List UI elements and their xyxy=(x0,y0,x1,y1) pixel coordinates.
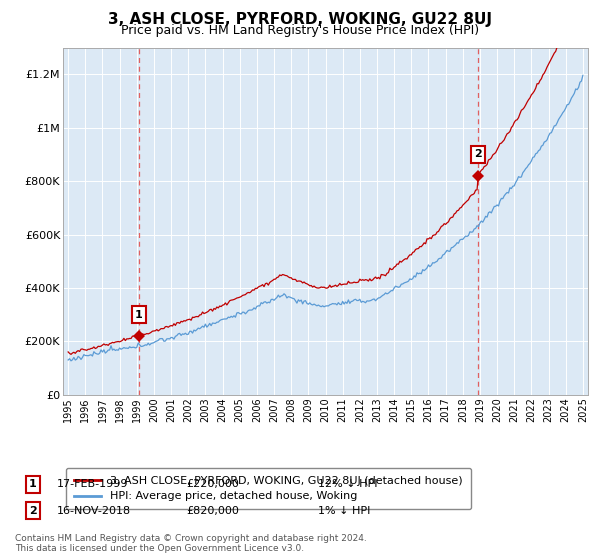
Text: 12% ↓ HPI: 12% ↓ HPI xyxy=(318,479,377,489)
Text: 3, ASH CLOSE, PYRFORD, WOKING, GU22 8UJ: 3, ASH CLOSE, PYRFORD, WOKING, GU22 8UJ xyxy=(108,12,492,27)
Text: This data is licensed under the Open Government Licence v3.0.: This data is licensed under the Open Gov… xyxy=(15,544,304,553)
Text: 1% ↓ HPI: 1% ↓ HPI xyxy=(318,506,370,516)
Text: £220,000: £220,000 xyxy=(186,479,239,489)
Text: 17-FEB-1999: 17-FEB-1999 xyxy=(57,479,128,489)
Text: Price paid vs. HM Land Registry's House Price Index (HPI): Price paid vs. HM Land Registry's House … xyxy=(121,24,479,36)
Text: 1: 1 xyxy=(29,479,37,489)
Text: 2: 2 xyxy=(29,506,37,516)
Text: 1: 1 xyxy=(135,310,143,320)
Text: Contains HM Land Registry data © Crown copyright and database right 2024.: Contains HM Land Registry data © Crown c… xyxy=(15,534,367,543)
Text: 2: 2 xyxy=(474,150,482,160)
Text: 16-NOV-2018: 16-NOV-2018 xyxy=(57,506,131,516)
Text: £820,000: £820,000 xyxy=(186,506,239,516)
Legend: 3, ASH CLOSE, PYRFORD, WOKING, GU22 8UJ (detached house), HPI: Average price, de: 3, ASH CLOSE, PYRFORD, WOKING, GU22 8UJ … xyxy=(66,468,471,509)
